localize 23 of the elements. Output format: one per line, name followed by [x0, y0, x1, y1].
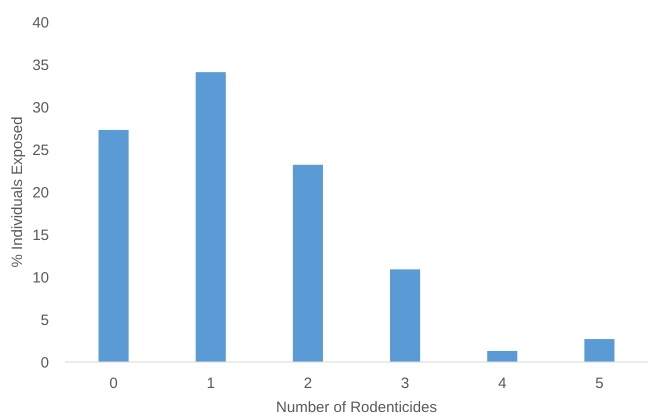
- x-tick-label: 4: [498, 375, 506, 392]
- x-axis-title: Number of Rodenticides: [276, 399, 437, 416]
- y-tick-label: 20: [32, 184, 49, 202]
- y-axis-title: % Individuals Exposed: [9, 116, 26, 268]
- y-tick-label: 35: [32, 56, 49, 74]
- y-tick-label: 40: [32, 14, 49, 32]
- x-tick-label: 5: [595, 375, 604, 392]
- bar: [487, 350, 518, 362]
- y-tick-label: 5: [40, 312, 49, 329]
- y-tick-label: 25: [32, 142, 49, 159]
- x-tick-label: 0: [109, 375, 118, 392]
- x-tick-label: 3: [400, 375, 410, 392]
- bar: [584, 339, 614, 362]
- x-tick-label: 2: [304, 375, 312, 392]
- y-tick-label: 30: [32, 99, 49, 116]
- bar: [98, 130, 129, 362]
- x-tick-label: 1: [206, 375, 215, 392]
- y-tick-label: 15: [32, 226, 49, 244]
- y-tick-label: 0: [40, 354, 49, 372]
- bar: [390, 269, 420, 362]
- bar: [292, 164, 323, 362]
- bar: [196, 72, 226, 362]
- y-tick-label: 10: [32, 269, 49, 286]
